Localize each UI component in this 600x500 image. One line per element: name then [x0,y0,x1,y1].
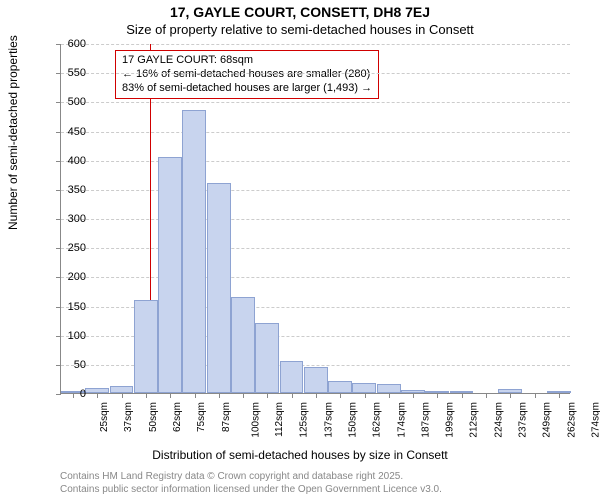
chart-subtitle: Size of property relative to semi-detach… [0,22,600,37]
x-tick-label: 100sqm [250,402,261,438]
y-tick-label: 500 [46,96,86,108]
y-tick-label: 300 [46,213,86,225]
x-tick-label: 62sqm [172,402,183,432]
x-tick-label: 37sqm [123,402,134,432]
x-tick-mark [559,393,560,398]
gridline [61,102,570,103]
x-tick-mark [267,393,268,398]
x-tick-label: 112sqm [274,402,285,437]
y-tick-label: 600 [46,38,86,50]
y-tick-label: 450 [46,126,86,138]
x-tick-mark [122,393,123,398]
x-tick-label: 274sqm [590,402,600,438]
x-tick-mark [510,393,511,398]
x-tick-label: 25sqm [99,402,110,432]
histogram-bar [304,367,328,393]
histogram-bar [377,384,401,393]
x-tick-label: 224sqm [493,402,504,438]
info-line-2: ← 16% of semi-detached houses are smalle… [122,68,372,82]
x-tick-label: 137sqm [323,402,334,438]
x-tick-label: 249sqm [542,402,553,438]
x-tick-mark [413,393,414,398]
x-tick-mark [97,393,98,398]
histogram-bar [255,323,279,393]
gridline [61,190,570,191]
y-tick-label: 200 [46,271,86,283]
y-tick-label: 50 [46,359,86,371]
x-tick-label: 187sqm [420,402,431,438]
x-tick-label: 262sqm [566,402,577,438]
gridline [61,219,570,220]
info-box: 17 GAYLE COURT: 68sqm ← 16% of semi-deta… [115,50,379,99]
histogram-bar [328,381,352,393]
histogram-bar [280,361,304,393]
x-tick-mark [146,393,147,398]
histogram-bar [134,300,158,393]
chart-container: 17, GAYLE COURT, CONSETT, DH8 7EJ Size o… [0,0,600,500]
x-tick-label: 150sqm [348,402,359,438]
x-tick-mark [437,393,438,398]
gridline [61,161,570,162]
x-tick-mark [389,393,390,398]
x-tick-mark [365,393,366,398]
footer-line-2: Contains public sector information licen… [60,483,442,496]
x-tick-mark [462,393,463,398]
histogram-bar [110,386,134,393]
y-tick-label: 100 [46,330,86,342]
x-tick-mark [316,393,317,398]
x-tick-mark [535,393,536,398]
x-tick-mark [292,393,293,398]
gridline [61,248,570,249]
histogram-bar [207,183,231,393]
x-tick-mark [195,393,196,398]
x-tick-label: 75sqm [196,402,207,432]
footer-line-1: Contains HM Land Registry data © Crown c… [60,470,442,483]
x-tick-label: 50sqm [148,402,159,432]
histogram-bar [231,297,255,393]
x-tick-mark [340,393,341,398]
gridline [61,44,570,45]
x-tick-mark [170,393,171,398]
info-line-3: 83% of semi-detached houses are larger (… [122,82,372,96]
histogram-bar [352,383,376,394]
y-tick-label: 550 [46,67,86,79]
x-tick-label: 212sqm [469,402,480,438]
histogram-bar [158,157,182,393]
y-tick-label: 150 [46,301,86,313]
y-tick-label: 400 [46,155,86,167]
gridline [61,73,570,74]
y-axis-label: Number of semi-detached properties [6,35,20,230]
y-tick-label: 0 [46,388,86,400]
y-tick-label: 350 [46,184,86,196]
x-tick-label: 125sqm [299,402,310,438]
x-tick-label: 174sqm [396,402,407,438]
y-tick-label: 250 [46,242,86,254]
x-tick-mark [486,393,487,398]
plot-area: 17 GAYLE COURT: 68sqm ← 16% of semi-deta… [60,44,570,394]
gridline [61,132,570,133]
x-tick-label: 87sqm [221,402,232,432]
gridline [61,277,570,278]
x-tick-label: 162sqm [372,402,383,438]
footer: Contains HM Land Registry data © Crown c… [60,470,442,496]
x-tick-label: 199sqm [445,402,456,438]
x-tick-label: 237sqm [518,402,529,438]
x-tick-mark [243,393,244,398]
info-line-1: 17 GAYLE COURT: 68sqm [122,54,372,68]
x-axis-label: Distribution of semi-detached houses by … [0,448,600,462]
chart-title: 17, GAYLE COURT, CONSETT, DH8 7EJ [0,4,600,20]
x-tick-mark [219,393,220,398]
histogram-bar [182,110,206,393]
